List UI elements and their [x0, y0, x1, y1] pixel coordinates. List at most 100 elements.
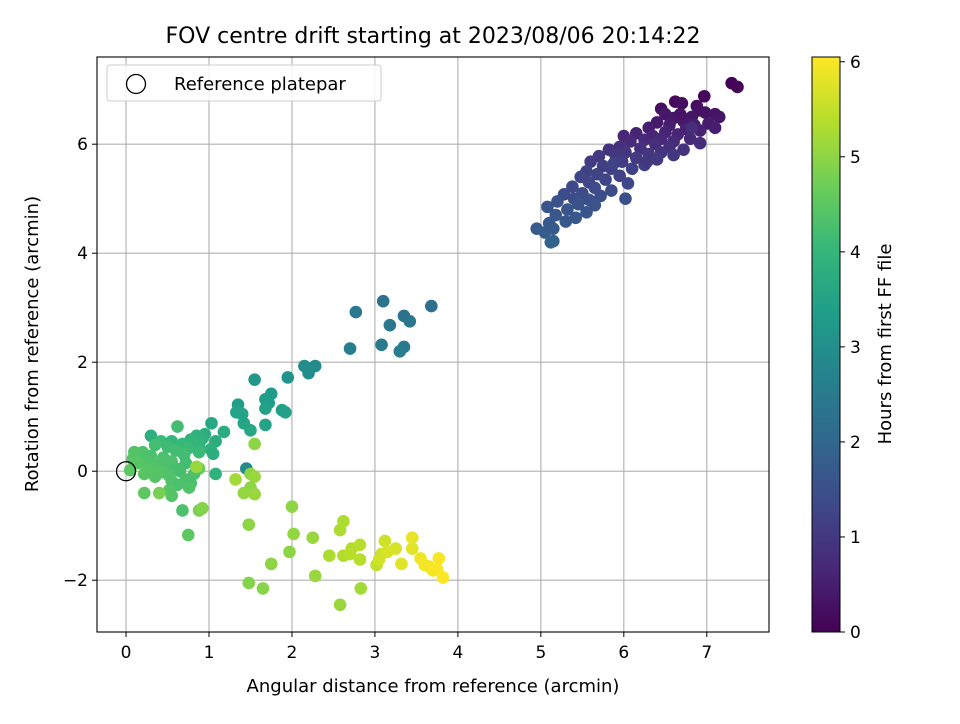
- data-point: [281, 371, 295, 384]
- data-point: [673, 107, 687, 121]
- x-tick-label: 3: [370, 643, 381, 663]
- colorbar-tick-label: 4: [850, 243, 861, 263]
- data-point: [148, 438, 162, 452]
- data-point: [375, 338, 388, 352]
- x-tick-label: 6: [618, 643, 629, 663]
- colorbar-label: Hours from first FF file: [875, 244, 896, 445]
- data-point: [372, 553, 386, 566]
- data-point: [242, 518, 256, 531]
- colorbar-tick-label: 0: [850, 623, 861, 643]
- data-point: [378, 534, 392, 548]
- data-point: [259, 402, 272, 415]
- data-point: [613, 169, 626, 183]
- data-point: [242, 576, 256, 590]
- data-point: [259, 418, 272, 432]
- data-point: [561, 203, 574, 216]
- data-point: [693, 136, 707, 150]
- data-point: [123, 463, 137, 477]
- colorbar-tick-label: 3: [850, 338, 861, 358]
- data-point: [209, 467, 222, 481]
- data-point: [148, 470, 162, 483]
- data-point: [333, 598, 347, 612]
- plot-frame: [96, 56, 770, 633]
- data-point: [621, 177, 635, 190]
- data-point: [376, 294, 390, 308]
- y-tick-label: 2: [77, 353, 88, 373]
- data-point: [541, 200, 554, 214]
- colorbar-tick-label: 1: [850, 528, 861, 548]
- data-point: [217, 425, 231, 439]
- data-point: [196, 501, 209, 515]
- data-point: [256, 582, 270, 595]
- data-point: [171, 420, 184, 433]
- legend-box: [106, 64, 382, 102]
- data-point: [588, 198, 602, 212]
- data-point: [353, 538, 367, 552]
- data-point: [584, 155, 597, 168]
- x-tick-label: 4: [452, 643, 463, 663]
- chart-title: FOV centre drift starting at 2023/08/06 …: [166, 24, 701, 49]
- data-point: [708, 121, 722, 135]
- data-point: [436, 571, 450, 584]
- x-axis-label: Angular distance from reference (arcmin): [247, 676, 620, 697]
- data-point: [354, 582, 368, 595]
- data-point: [566, 180, 579, 194]
- legend-marker-icon: [125, 73, 147, 95]
- data-point: [393, 345, 407, 358]
- legend: Reference platepar: [106, 64, 382, 102]
- y-tick-label: 6: [77, 135, 88, 155]
- data-point: [571, 197, 585, 211]
- data-point: [349, 305, 363, 319]
- data-point: [343, 547, 357, 561]
- colorbar-gradient: [812, 57, 840, 632]
- data-point: [285, 500, 299, 513]
- data-point: [152, 486, 166, 500]
- data-point: [405, 531, 419, 545]
- data-point: [248, 470, 261, 483]
- data-point: [237, 486, 251, 500]
- data-point: [658, 107, 672, 121]
- colorbar-frame: [811, 56, 841, 633]
- data-point: [182, 481, 196, 494]
- data-point: [650, 153, 664, 166]
- data-point: [425, 299, 438, 313]
- colorbar-ticks: 0 1 2 3 4 5 6: [840, 53, 861, 643]
- data-point: [432, 552, 446, 565]
- data-point: [190, 460, 203, 474]
- y-axis-label: Rotation from reference (arcmin): [22, 196, 43, 492]
- colorbar-tick-label: 5: [850, 148, 861, 168]
- data-point: [283, 545, 296, 559]
- data-point: [383, 318, 397, 332]
- colorbar-tick-label: 6: [850, 53, 861, 73]
- y-tick-label: −2: [63, 571, 88, 591]
- data-point: [559, 215, 573, 228]
- data-point: [607, 156, 621, 170]
- data-point: [395, 557, 408, 571]
- data-point: [599, 173, 612, 186]
- data-point: [675, 97, 689, 110]
- data-point: [165, 489, 178, 503]
- y-tick-label: 0: [77, 462, 88, 482]
- data-point: [712, 110, 726, 124]
- data-point: [244, 424, 257, 437]
- y-tick-label: 4: [77, 244, 88, 264]
- data-point: [683, 132, 697, 146]
- data-point: [248, 487, 261, 501]
- data-points: [123, 76, 744, 612]
- data-point: [640, 155, 654, 168]
- data-point: [625, 162, 639, 176]
- data-point: [137, 467, 151, 481]
- data-point: [731, 80, 744, 94]
- data-point: [551, 195, 564, 208]
- reference-platepar-marker: [115, 461, 137, 482]
- data-point: [667, 148, 680, 162]
- data-point: [698, 106, 712, 119]
- data-point: [580, 206, 593, 219]
- data-point: [192, 445, 206, 459]
- data-point: [677, 143, 690, 156]
- colorbar: 0 1 2 3 4 5 6 Hours from first FF file: [811, 53, 896, 643]
- data-point: [403, 315, 417, 328]
- data-point: [248, 373, 261, 386]
- x-tick-label: 0: [121, 643, 132, 663]
